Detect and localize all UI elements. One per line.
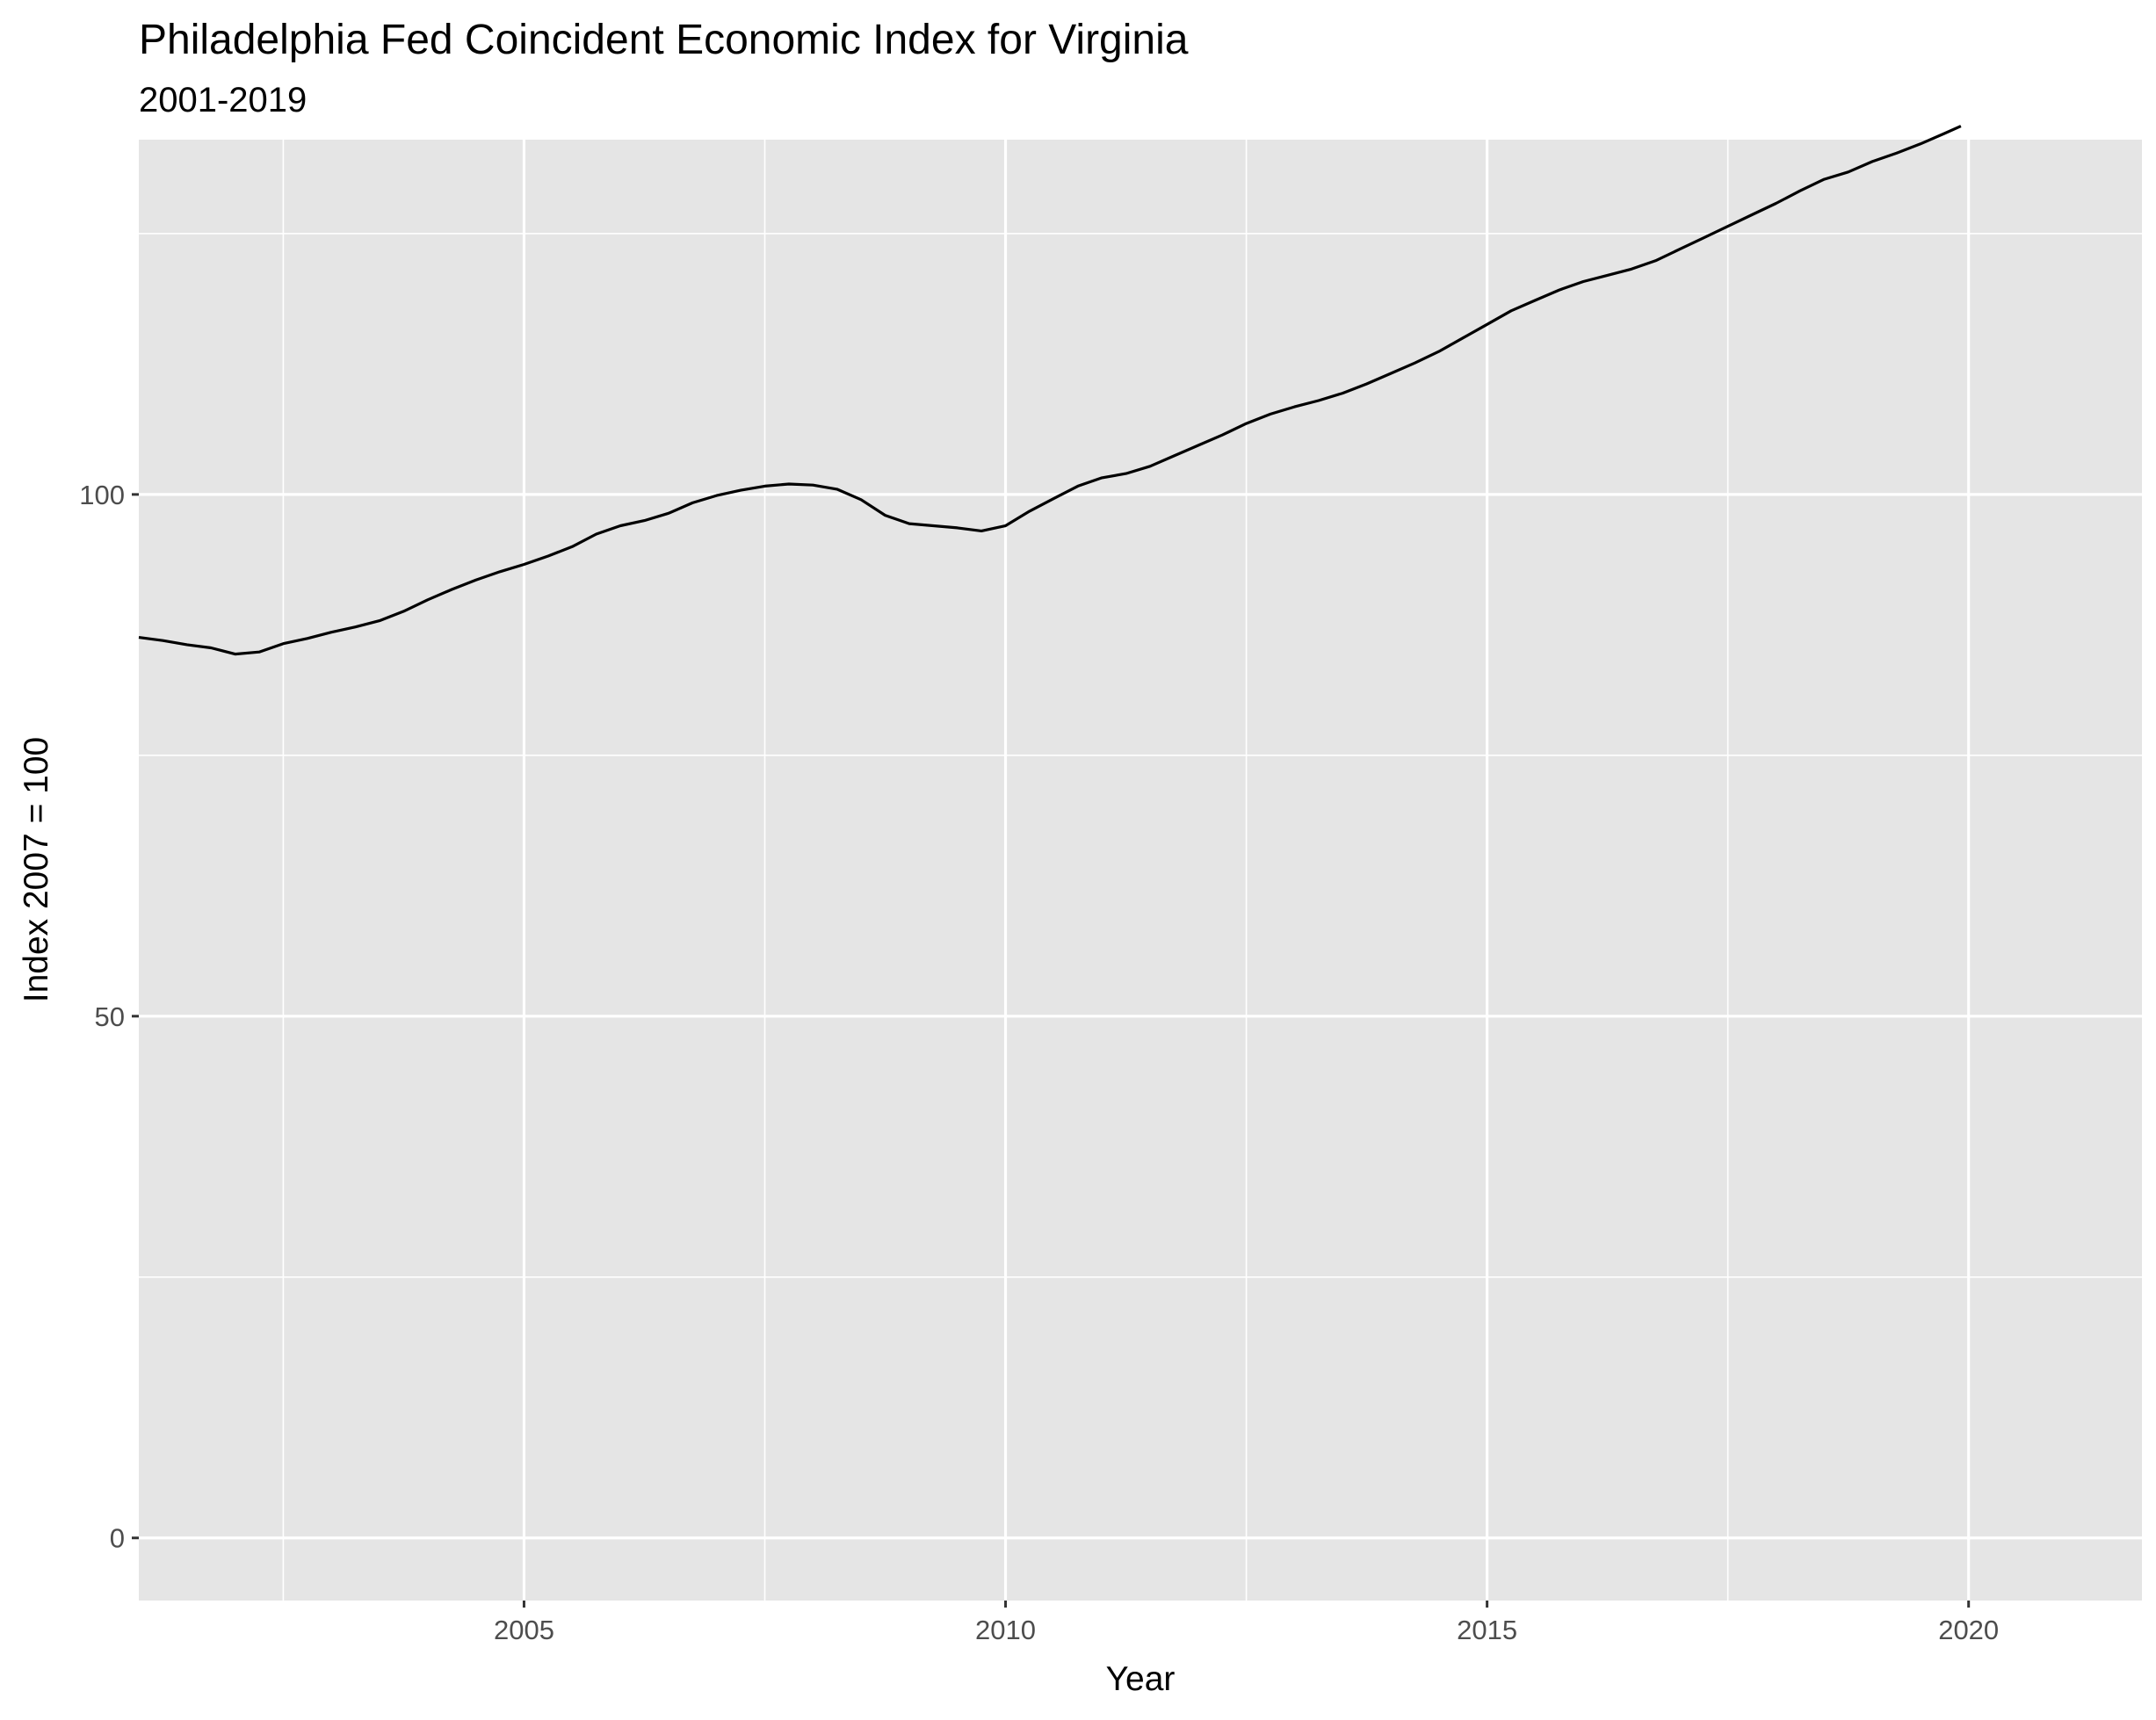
x-tick-label: 2010 [975, 1615, 1036, 1645]
y-tick-label: 0 [110, 1523, 125, 1554]
x-tick-label: 2005 [494, 1615, 554, 1645]
y-tick-label: 100 [79, 480, 125, 510]
series-line [138, 125, 1962, 656]
minor-gridlines [139, 140, 2142, 1601]
y-axis: 0 50 100 [79, 480, 139, 1554]
y-axis-title: Index 2007 = 100 [18, 737, 55, 1003]
x-axis-title: Year [1106, 1660, 1176, 1698]
x-tick-label: 2015 [1457, 1615, 1517, 1645]
series-layer [138, 125, 1962, 656]
x-tick-label: 2020 [1938, 1615, 1999, 1645]
y-tick-label: 50 [95, 1001, 125, 1032]
chart-title: Philadelphia Fed Coincident Economic Ind… [139, 17, 1189, 63]
x-axis: 2005 2010 2015 2020 [494, 1601, 1999, 1645]
chart-subtitle: 2001-2019 [139, 81, 307, 119]
plot-panel [139, 140, 2142, 1601]
major-gridlines [139, 140, 2142, 1601]
